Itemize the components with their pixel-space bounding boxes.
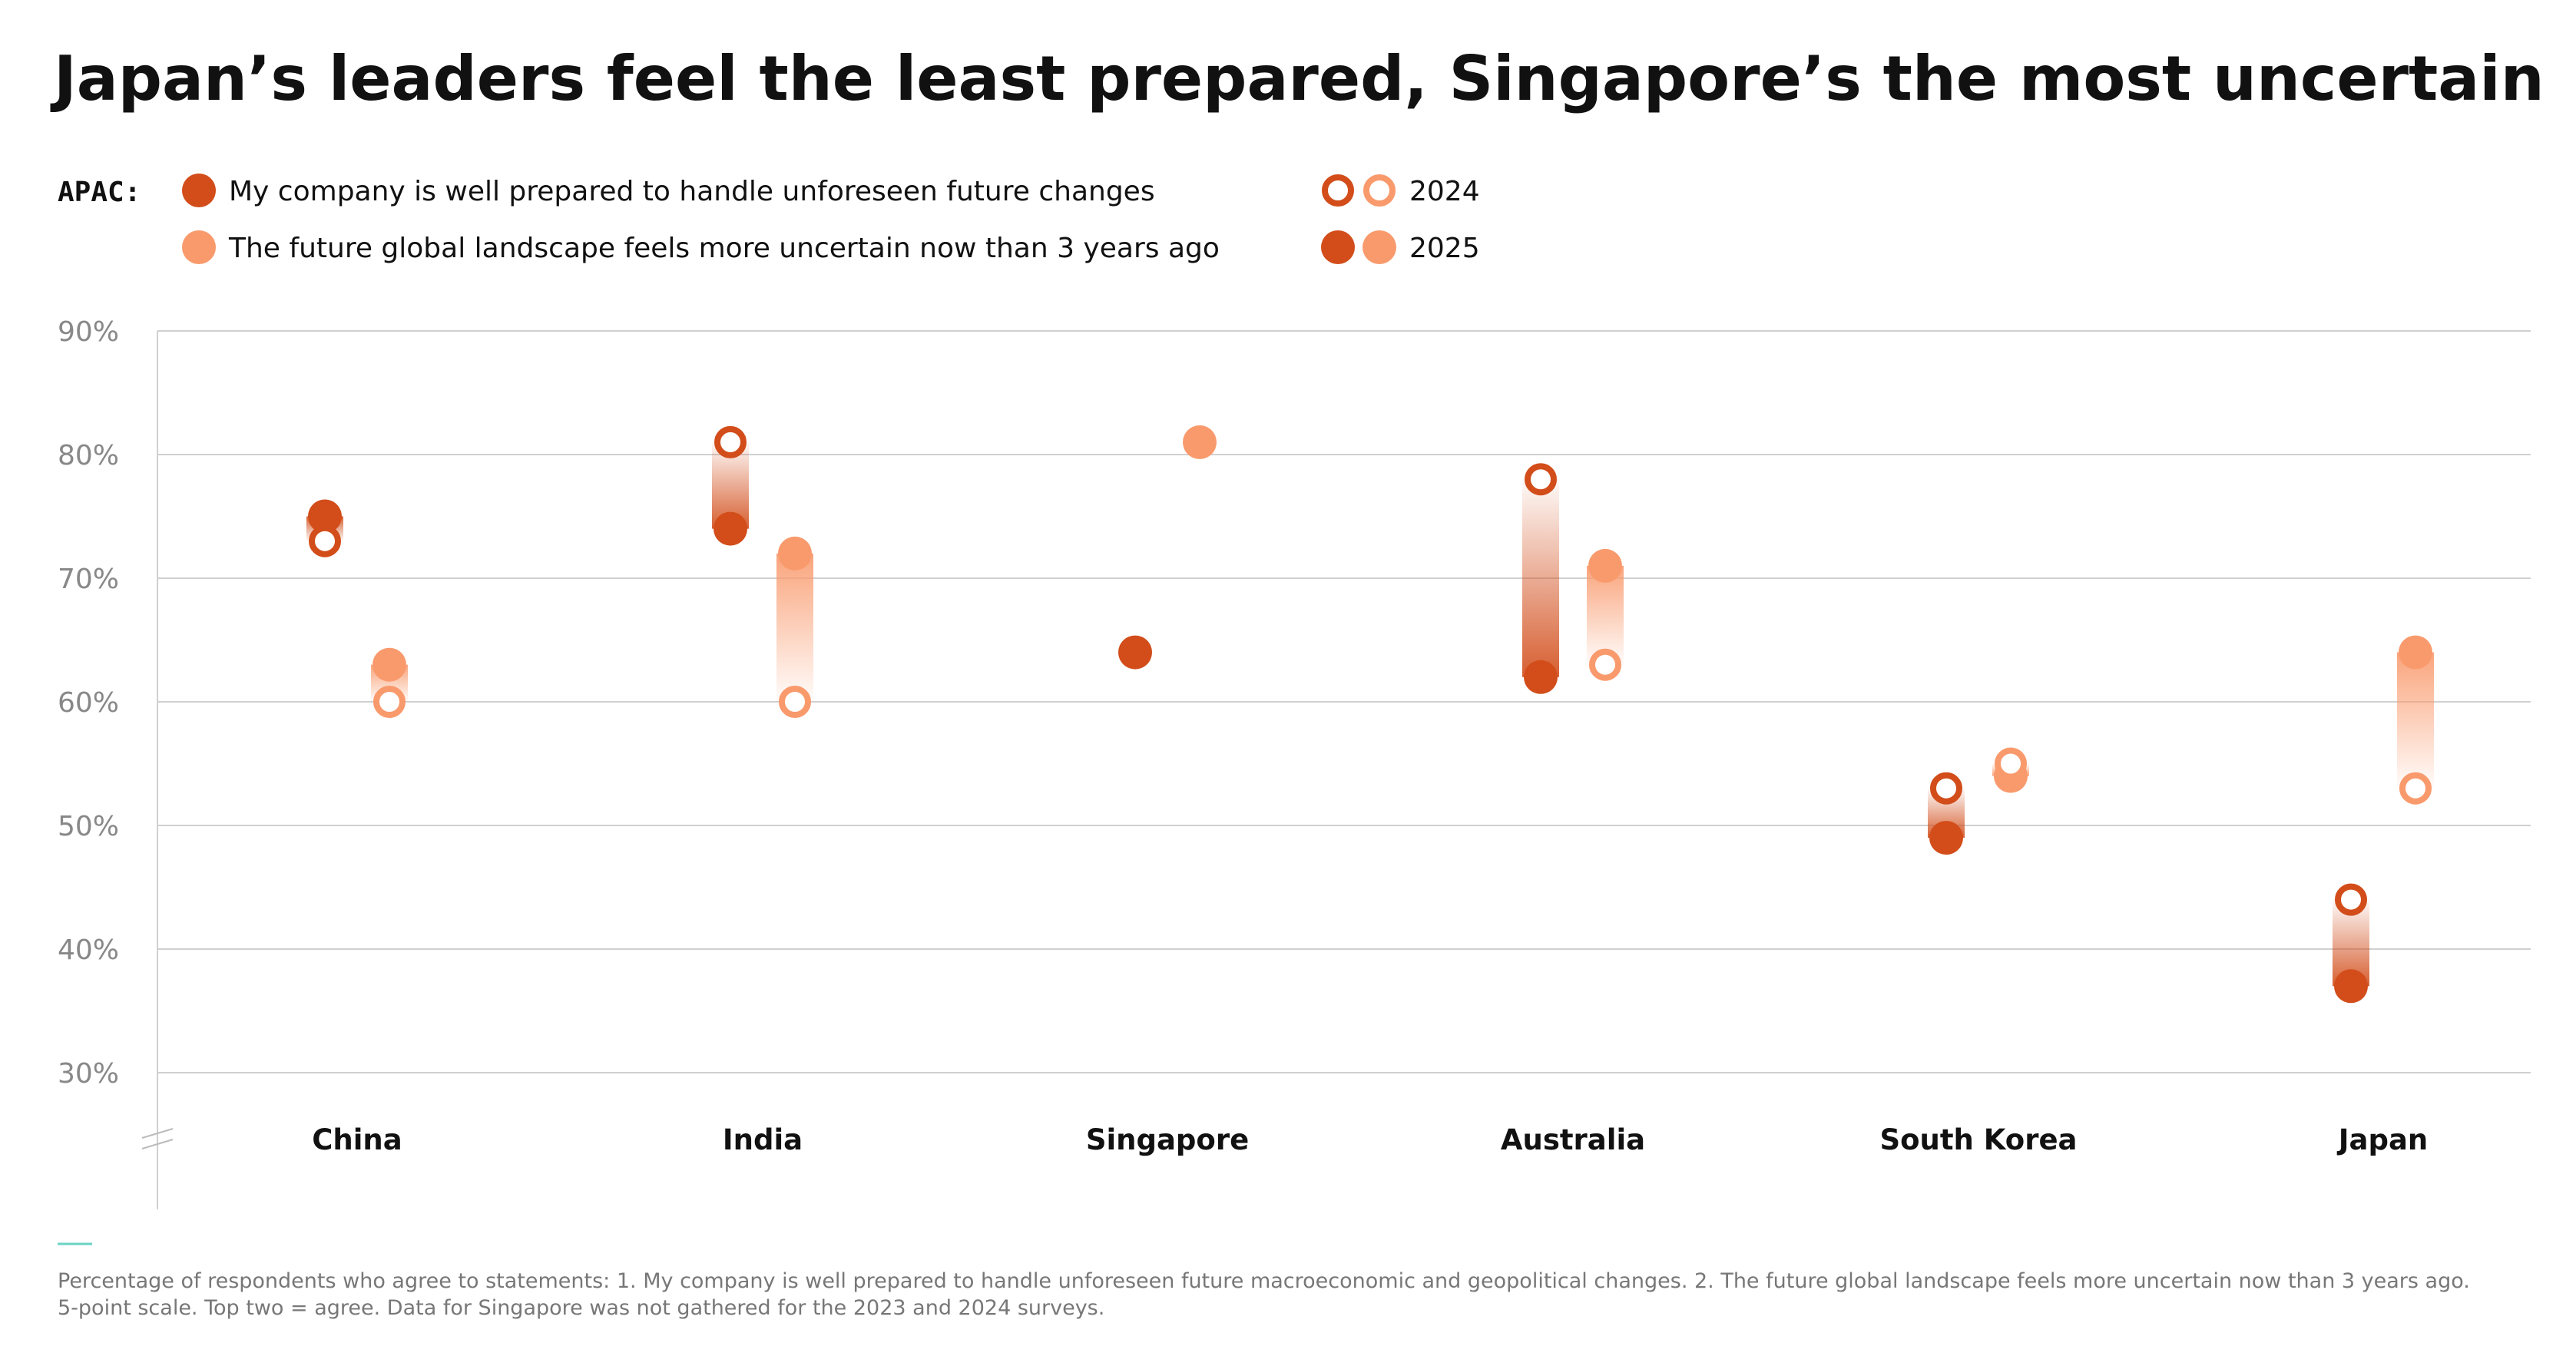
data-points [308, 425, 2432, 1004]
x-tick-label: South Korea [1879, 1123, 2077, 1156]
point-2024 [309, 524, 341, 557]
legend-2025-label: 2025 [1409, 233, 1480, 264]
legend-2024-uncertain-marker [1363, 174, 1396, 207]
footnote-line-1: Percentage of respondents who agree to s… [58, 1269, 2470, 1293]
axis-break-mark [141, 1128, 174, 1139]
point-2025 [372, 647, 406, 682]
y-tick-label: 40% [58, 934, 119, 966]
point-2025 [1929, 821, 1963, 855]
change-bar [1522, 479, 1559, 677]
change-bar [776, 553, 813, 702]
legend: APAC: My company is well prepared to han… [58, 174, 1480, 264]
point-2025 [1588, 548, 1622, 583]
point-2024 [373, 686, 406, 718]
x-tick-label: India [723, 1123, 803, 1156]
footnote-line-2: 5-point scale. Top two = agree. Data for… [58, 1296, 1104, 1320]
point-2025 [778, 536, 812, 571]
grid [157, 330, 2531, 1073]
legend-uncertain-label: The future global landscape feels more u… [228, 233, 1220, 264]
y-tick-label: 50% [58, 811, 119, 842]
point-2024 [2399, 772, 2432, 805]
legend-region-label: APAC: [58, 177, 141, 208]
point-2025 [1183, 425, 1217, 459]
legend-2025-uncertain-marker [1362, 230, 1396, 264]
x-tick-label: China [312, 1123, 402, 1156]
point-2025 [1118, 635, 1152, 670]
y-tick-label: 90% [58, 316, 119, 348]
x-axis-labels: China India Singapore Australia South Korea J… [312, 1123, 2428, 1156]
y-axis: 30% 40% 50% 60% 70% 80% 90% [58, 316, 174, 1209]
point-2025 [2399, 635, 2432, 670]
legend-prepared-marker [182, 174, 216, 207]
x-tick-label: Singapore [1086, 1123, 1249, 1156]
legend-2024-label: 2024 [1409, 176, 1480, 207]
legend-2025-prepared-marker [1321, 230, 1355, 264]
axis-break-mark [141, 1139, 174, 1149]
legend-2024-prepared-marker [1322, 174, 1354, 207]
point-2025 [1524, 660, 1558, 694]
point-2024 [2335, 883, 2367, 916]
point-2024 [1589, 648, 1621, 681]
point-2025 [308, 499, 342, 534]
y-tick-label: 80% [58, 440, 119, 471]
y-tick-label: 30% [58, 1058, 119, 1090]
y-tick-label: 60% [58, 687, 119, 719]
change-bars [306, 442, 2434, 987]
x-tick-label: Australia [1501, 1123, 1645, 1156]
chart-title: Japan’s leaders feel the least prepared,… [50, 43, 2545, 114]
point-2024 [1995, 747, 2027, 780]
point-2025 [2334, 969, 2368, 1004]
y-tick-label: 70% [58, 564, 119, 595]
point-2024 [714, 425, 747, 458]
legend-uncertain-marker [182, 230, 216, 264]
point-2024 [779, 686, 811, 718]
point-2024 [1525, 463, 1557, 496]
point-2024 [1930, 772, 1962, 805]
point-2025 [714, 511, 747, 546]
x-tick-label: Japan [2336, 1123, 2429, 1156]
change-bar [2397, 652, 2434, 789]
legend-prepared-label: My company is well prepared to handle un… [229, 176, 1155, 207]
